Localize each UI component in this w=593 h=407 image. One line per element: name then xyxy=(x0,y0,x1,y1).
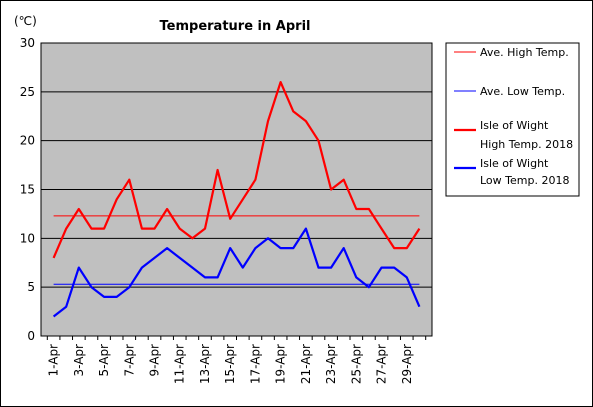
legend-label: Ave. High Temp. xyxy=(480,46,569,59)
x-tick-label: 19-Apr xyxy=(274,344,288,384)
x-tick-label: 13-Apr xyxy=(198,344,212,384)
y-tick-label: 30 xyxy=(20,36,35,50)
x-tick-label: 27-Apr xyxy=(375,344,389,384)
x-axis: 1-Apr 3-Apr 5-Apr 7-Apr 9-Apr 11-Apr 13-Apr 15-… xyxy=(47,336,427,384)
legend-items: Ave. High Temp. Ave. Low Temp. Isle of Wig… xyxy=(454,46,573,187)
legend xyxy=(445,42,580,197)
x-tick-label: 5-Apr xyxy=(97,344,111,377)
y-tick-label: 20 xyxy=(20,134,35,148)
y-axis: 0 5 10 15 20 25 30 xyxy=(20,36,35,343)
series-line-3 xyxy=(52,80,421,259)
x-tick-label: 23-Apr xyxy=(324,344,338,384)
unit-label: (℃) xyxy=(14,14,37,28)
y-tick-label: 10 xyxy=(20,231,35,245)
series-layer xyxy=(52,80,421,318)
x-tick-label: 11-Apr xyxy=(173,344,187,384)
y-tick-label: 5 xyxy=(27,280,35,294)
legend-label: Isle of Wight Low Temp. 2018 xyxy=(480,157,569,187)
grid-lines xyxy=(41,91,432,288)
x-tick-label: 25-Apr xyxy=(349,344,363,384)
y-tick-label: 15 xyxy=(20,183,35,197)
x-tick-label: 21-Apr xyxy=(299,344,313,384)
x-tick-label: 1-Apr xyxy=(47,344,61,377)
x-tick-label: 17-Apr xyxy=(248,344,262,384)
chart-title: Temperature in April xyxy=(160,19,311,34)
x-tick-label: 15-Apr xyxy=(223,344,237,384)
x-tick-label: 7-Apr xyxy=(122,344,136,377)
y-tick-label: 0 xyxy=(27,329,35,343)
x-tick-label: 9-Apr xyxy=(148,344,162,377)
series-line-4 xyxy=(52,227,421,318)
legend-label: Ave. Low Temp. xyxy=(480,85,565,98)
x-tick-label: 29-Apr xyxy=(400,344,414,384)
x-tick-label: 3-Apr xyxy=(72,344,86,377)
y-tick-label: 25 xyxy=(20,85,35,99)
legend-label: Isle of Wight High Temp. 2018 xyxy=(480,119,573,151)
